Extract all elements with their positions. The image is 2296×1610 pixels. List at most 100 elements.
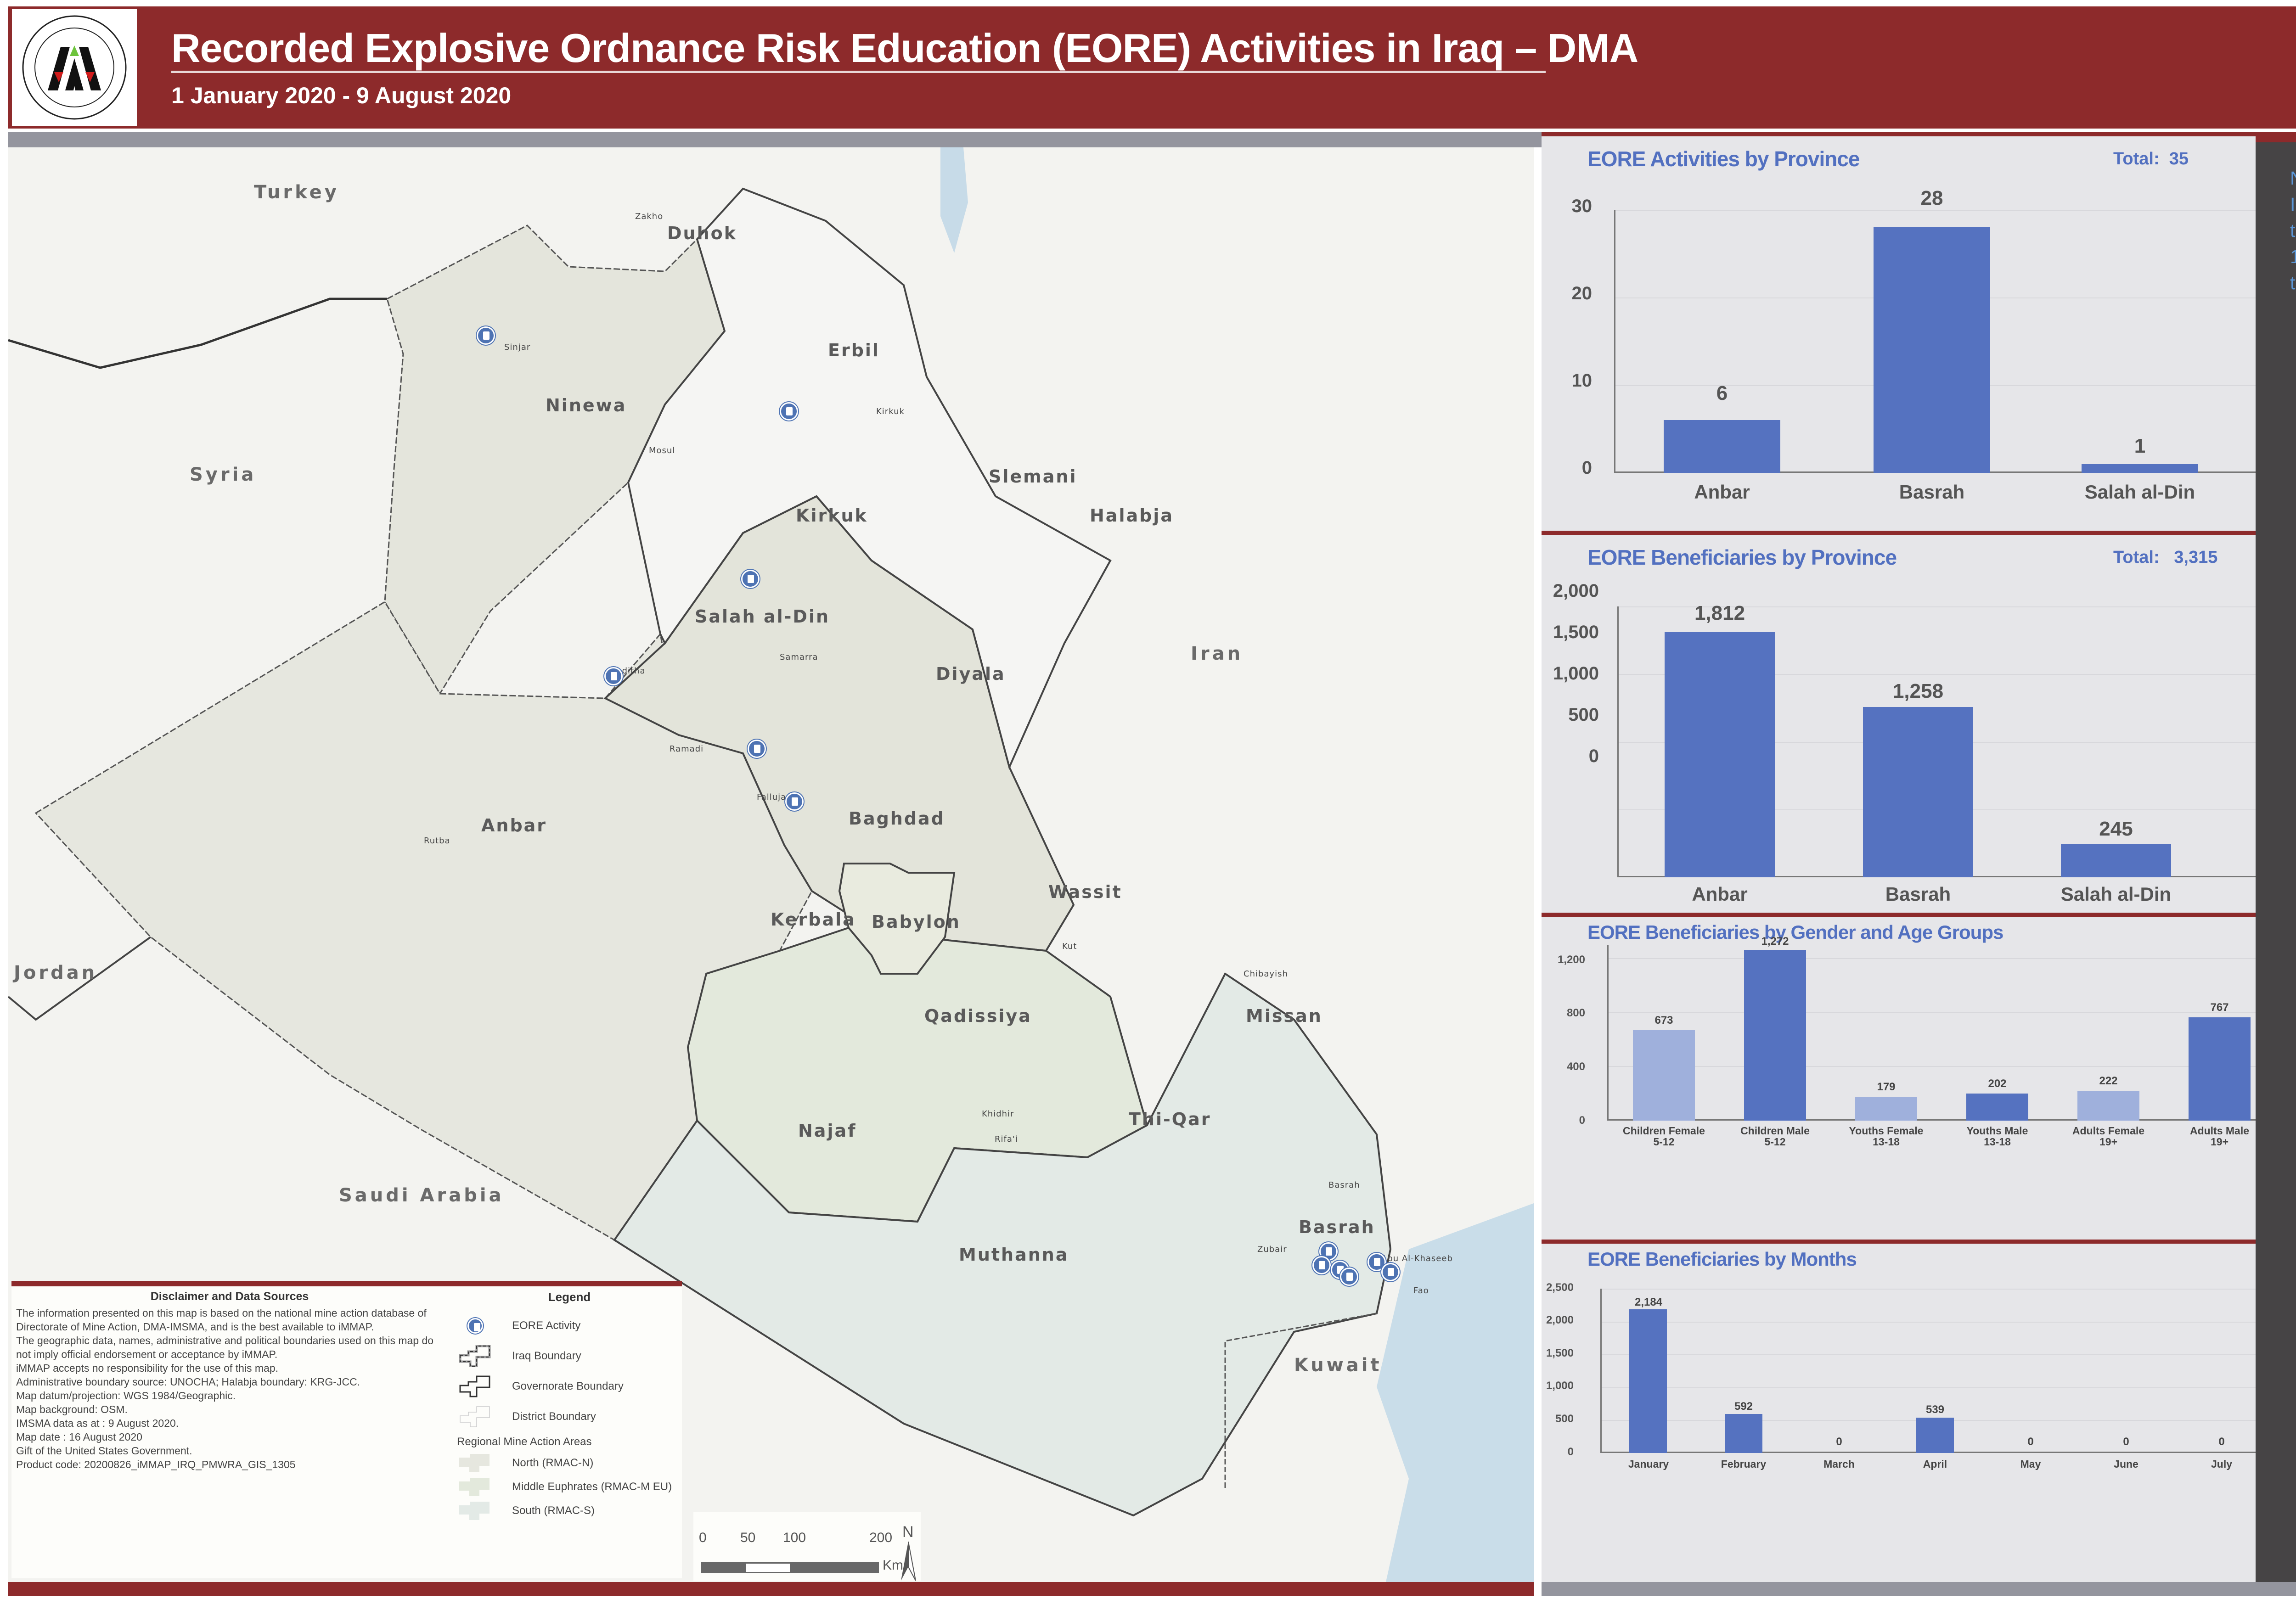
legend-item-iraq-boundary: Iraq Boundary: [457, 1341, 682, 1371]
chart-panel-gender-age: EORE Beneficiaries by Gender and Age Gro…: [1542, 913, 2277, 1245]
x-label: Basrah: [1899, 481, 1965, 503]
y-tick: 2,000: [1553, 581, 1599, 601]
bar-april[interactable]: [1916, 1418, 1954, 1453]
x-label: Salah al-Din: [2084, 481, 2195, 503]
y-tick: 2,000: [1546, 1314, 1574, 1326]
eore-activity-icon: [457, 1315, 494, 1337]
map-legend: Legend EORE Activity Iraq Boundary Gover…: [448, 1281, 682, 1578]
x-label: Adults Male 19+: [2189, 1125, 2250, 1148]
chart-title: EORE Activities by Province: [1587, 147, 1860, 171]
x-label: February: [1721, 1458, 1767, 1470]
bar-salah-al-din[interactable]: [2061, 844, 2171, 877]
disclaimer-line: IMSMA data as at : 9 August 2020.: [16, 1417, 179, 1429]
dma-logo: [12, 9, 137, 126]
map-basemap: [8, 147, 1534, 1582]
disclaimer-line: iMMAP accepts no responsibility for the …: [16, 1362, 279, 1374]
y-tick: 0: [1588, 746, 1599, 766]
bar-value: 673: [1654, 1014, 1673, 1027]
bar-children-female[interactable]: [1633, 1030, 1695, 1121]
gov-label-kerbala: Kerbala: [771, 909, 856, 930]
district-label: Zubair: [1257, 1245, 1287, 1254]
eore-activity-pin[interactable]: [785, 792, 804, 811]
y-tick: 0: [1579, 1114, 1585, 1127]
x-label: Salah al-Din: [2060, 883, 2172, 905]
district-label: Zakho: [635, 212, 664, 221]
district-label: Kut: [1062, 942, 1077, 951]
chart-total: Total: 35: [2113, 149, 2189, 168]
eore-activity-pin[interactable]: [780, 402, 798, 421]
disclaimer-box: Disclaimer and Data Sources The informat…: [11, 1281, 448, 1578]
district-label: Abu Al-Khaseeb: [1381, 1254, 1453, 1263]
eore-activity-pin[interactable]: [1381, 1263, 1400, 1281]
bar-salah-al-din[interactable]: [2082, 464, 2198, 473]
legend-label: Governorate Boundary: [512, 1380, 624, 1392]
y-tick: 500: [1555, 1413, 1574, 1425]
bar-value: 0: [2123, 1436, 2129, 1448]
gov-label-halabja: Halabja: [1090, 505, 1174, 526]
x-label: Youths Female 13-18: [1849, 1125, 1924, 1148]
legend-label: North (RMAC-N): [512, 1457, 594, 1469]
eore-activity-pin[interactable]: [741, 570, 760, 588]
legend-title: Legend: [548, 1290, 591, 1304]
x-label: Anbar: [1692, 883, 1748, 905]
bar-anbar[interactable]: [1664, 420, 1780, 473]
disclaimer-line: Administrative boundary source: UNOCHA; …: [16, 1376, 360, 1388]
district-label: Basrah: [1328, 1180, 1360, 1190]
country-label-saudi-arabia: Saudi Arabia: [339, 1185, 504, 1206]
scale-bar: [701, 1562, 879, 1573]
bar-value: 2,184: [1634, 1296, 1663, 1308]
country-label-turkey: Turkey: [254, 182, 339, 203]
region-south-swatch-icon: [457, 1500, 494, 1522]
bar-value: 539: [1925, 1403, 1945, 1416]
bar-adults-male[interactable]: [2189, 1017, 2251, 1121]
district-label: Sinjar: [504, 342, 531, 352]
legend-label: District Boundary: [512, 1410, 596, 1423]
bar-value: 1: [2134, 435, 2146, 457]
scale-tick: 50: [740, 1530, 756, 1545]
chart-panel-activities-by-province: EORE Activities by Province Total: 35 30…: [1542, 132, 2271, 532]
y-tick: 1,000: [1546, 1380, 1574, 1392]
bar-children-male[interactable]: [1744, 950, 1806, 1121]
gov-label-ninewa: Ninewa: [546, 395, 627, 415]
bar-value: 592: [1734, 1400, 1753, 1413]
country-label-iran: Iran: [1191, 643, 1244, 664]
chart-title: EORE Beneficiaries by Gender and Age Gro…: [1587, 921, 2003, 943]
y-tick: 30: [1571, 196, 1593, 216]
bar-anbar[interactable]: [1665, 632, 1775, 877]
bar-youths-female[interactable]: [1855, 1097, 1917, 1121]
gov-label-salah-al-din: Salah al-Din: [695, 606, 830, 627]
gov-label-babylon: Babylon: [872, 912, 961, 932]
chart-title: EORE Beneficiaries by Months: [1587, 1248, 1857, 1270]
scale-bar-box: 0 50 100 200 Km N: [693, 1512, 921, 1581]
eore-activity-pin[interactable]: [477, 326, 495, 345]
district-label: Fao: [1413, 1286, 1429, 1296]
y-tick: 0: [1581, 458, 1592, 478]
bar-basrah[interactable]: [1874, 227, 1990, 473]
legend-label: Middle Euphrates (RMAC-M EU): [512, 1481, 672, 1493]
district-label: Rutba: [424, 836, 450, 846]
bar-value: 1,812: [1694, 602, 1745, 624]
gov-label-diyala: Diyala: [936, 664, 1006, 684]
eore-activity-pin[interactable]: [748, 740, 766, 758]
eore-activity-pin[interactable]: [1312, 1256, 1331, 1274]
district-label: Khidhir: [982, 1109, 1014, 1119]
bar-adults-female[interactable]: [2077, 1091, 2139, 1121]
title-divider: [171, 71, 1546, 73]
date-range: 1 January 2020 - 9 August 2020: [171, 83, 512, 108]
north-arrow-icon: [901, 1542, 916, 1581]
scale-unit: Km: [883, 1558, 903, 1573]
eore-activity-pin[interactable]: [1340, 1268, 1358, 1286]
bar-january[interactable]: [1629, 1309, 1667, 1453]
x-label: January: [1628, 1458, 1669, 1470]
bar-february[interactable]: [1725, 1414, 1762, 1453]
bar-basrah[interactable]: [1863, 707, 1973, 877]
bar-youths-male[interactable]: [1966, 1094, 2028, 1121]
eore-activity-pin[interactable]: [604, 667, 623, 685]
legend-label: EORE Activity: [512, 1319, 581, 1332]
x-label: Children Male 5-12: [1740, 1125, 1810, 1148]
legend-item-middle-euphrates: Middle Euphrates (RMAC-M EU): [457, 1475, 682, 1499]
gov-label-baghdad: Baghdad: [849, 808, 945, 829]
bar-value: 767: [2210, 1001, 2229, 1014]
bar-chart-beneficiaries-province: 1,812 1,258 245 Anbar Basrah Salah al-Di…: [1617, 602, 2274, 904]
header-banner: Recorded Explosive Ordnance Risk Educati…: [8, 6, 2296, 129]
